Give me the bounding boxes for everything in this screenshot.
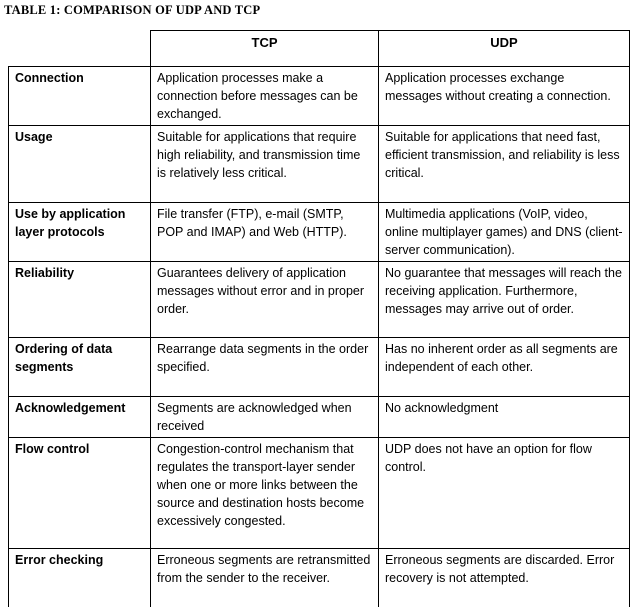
- tcp-cell: Rearrange data segments in the order spe…: [150, 337, 379, 397]
- tcp-cell: Erroneous segments are retransmitted fro…: [150, 548, 379, 607]
- table-row: Flow control Congestion-control mechanis…: [8, 437, 630, 549]
- header-spacer-cell: [9, 31, 151, 67]
- udp-cell: Suitable for applications that need fast…: [378, 125, 630, 203]
- udp-cell: Erroneous segments are discarded. Error …: [378, 548, 630, 607]
- table-row: Acknowledgement Segments are acknowledge…: [8, 396, 630, 438]
- table-caption: TABLE 1: COMPARISON OF UDP AND TCP: [4, 3, 261, 17]
- udp-cell: Multimedia applications (VoIP, video, on…: [378, 202, 630, 262]
- tcp-cell: File transfer (FTP), e-mail (SMTP, POP a…: [150, 202, 379, 262]
- feature-cell: Reliability: [8, 261, 151, 338]
- udp-cell: No guarantee that messages will reach th…: [378, 261, 630, 338]
- table-row: Use by application layer protocols File …: [8, 202, 630, 262]
- tcp-cell: Suitable for applications that require h…: [150, 125, 379, 203]
- table-row: Reliability Guarantees delivery of appli…: [8, 261, 630, 338]
- feature-cell: Usage: [8, 125, 151, 203]
- feature-cell: Use by application layer protocols: [8, 202, 151, 262]
- col-header-tcp: TCP: [150, 30, 379, 67]
- feature-cell: Flow control: [8, 437, 151, 549]
- table-row: Ordering of data segments Rearrange data…: [8, 337, 630, 397]
- tcp-cell: Application processes make a connection …: [150, 66, 379, 126]
- table-row: Usage Suitable for applications that req…: [8, 125, 630, 203]
- table-row: Connection Application processes make a …: [8, 66, 630, 126]
- tcp-cell: Guarantees delivery of application messa…: [150, 261, 379, 338]
- feature-cell: Error checking: [8, 548, 151, 607]
- comparison-table: TCP UDP Connection Application processes…: [8, 30, 630, 607]
- udp-cell: No acknowledgment: [378, 396, 630, 438]
- tcp-cell: Segments are acknowledged when received: [150, 396, 379, 438]
- table-row: Error checking Erroneous segments are re…: [8, 548, 630, 607]
- tcp-cell: Congestion-control mechanism that regula…: [150, 437, 379, 549]
- header-row: TCP UDP: [9, 30, 630, 67]
- udp-cell: UDP does not have an option for flow con…: [378, 437, 630, 549]
- udp-cell: Has no inherent order as all segments ar…: [378, 337, 630, 397]
- udp-cell: Application processes exchange messages …: [378, 66, 630, 126]
- col-header-udp: UDP: [378, 30, 630, 67]
- feature-cell: Acknowledgement: [8, 396, 151, 438]
- feature-cell: Ordering of data segments: [8, 337, 151, 397]
- feature-cell: Connection: [8, 66, 151, 126]
